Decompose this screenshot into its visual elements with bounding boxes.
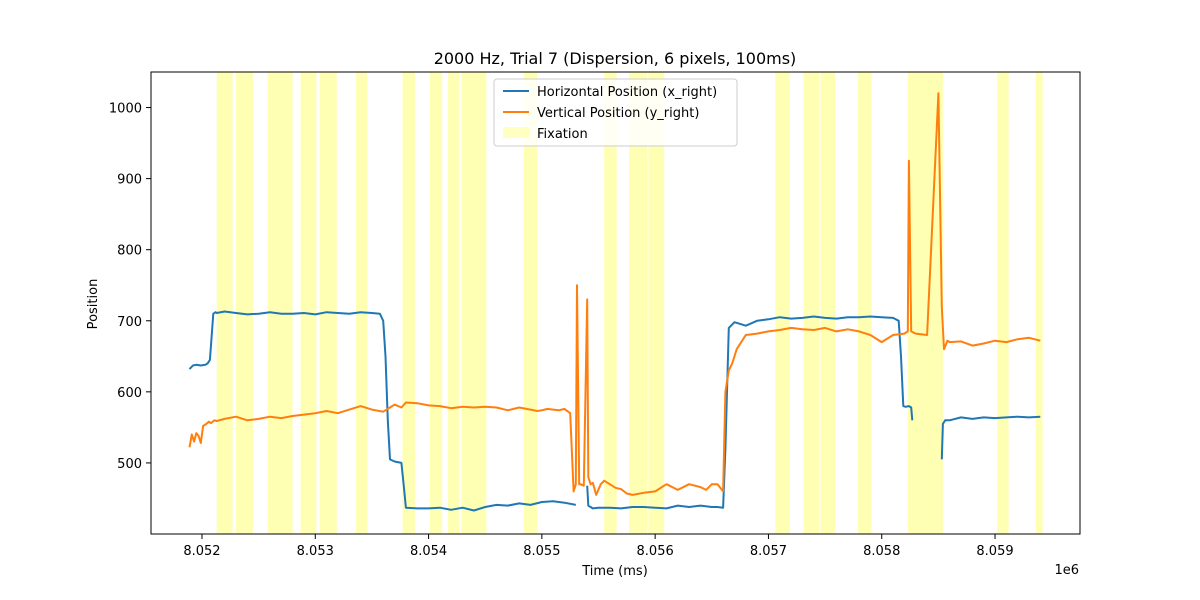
fixation-band [461,72,487,534]
fixation-band [857,72,872,534]
fixation-band [907,72,943,534]
y-tick-label: 1000 [109,102,142,117]
legend-box [493,78,738,147]
fixation-band [235,72,253,534]
fixation-band [300,72,317,534]
legend-swatch-fixation [503,127,529,138]
x-axis-ticks: 8.052 8.053 8.054 8.055 8.056 8.057 8.058 8.059 [183,534,1014,559]
fixation-band [820,72,836,534]
x-axis-label: Time (ms) [581,564,648,579]
fixation-band [1035,72,1043,534]
y-tick-label: 800 [117,244,142,259]
plot-frame [150,71,1081,535]
legend: Horizontal Position (x_right) Vertical P… [493,78,738,147]
x-tick-label: 8.056 [637,544,674,559]
y-axis-label: Position [86,279,101,330]
fixation-band [447,72,460,534]
fixation-band [216,72,233,534]
fixation-band [267,72,293,534]
fixation-band [523,72,538,534]
legend-label-fixation: Fixation [537,127,588,142]
y-tick-label: 900 [117,173,142,188]
fixation-band [356,72,368,534]
fixation-band [803,72,820,534]
y-axis-ticks: 500 600 700 800 900 1000 [109,102,151,472]
fixation-band [629,72,648,534]
series-lines [188,92,1041,512]
series-line-vertical [188,92,1041,496]
series-line-horizontal [188,310,1041,512]
x-tick-label: 8.055 [523,544,560,559]
chart-title: 2000 Hz, Trial 7 (Dispersion, 6 pixels, … [434,49,797,68]
fixation-band [775,72,790,534]
fixation-band [429,72,443,534]
x-tick-label: 8.054 [410,544,447,559]
x-tick-label: 8.058 [863,544,900,559]
y-tick-label: 700 [117,315,142,330]
fixation-band [319,72,337,534]
x-tick-label: 8.053 [297,544,334,559]
fixation-band [648,72,665,534]
legend-label-horizontal: Horizontal Position (x_right) [537,85,717,100]
fixation-band [604,72,617,534]
fixation-band [997,72,1009,534]
fixation-band [402,72,415,534]
x-tick-label: 8.057 [750,544,787,559]
x-tick-label: 8.052 [183,544,220,559]
y-tick-label: 500 [117,457,142,472]
fixation-bands [216,72,1043,534]
x-tick-label: 8.059 [976,544,1013,559]
x-axis-offset-label: 1e6 [1054,563,1079,578]
y-tick-label: 600 [117,386,142,401]
legend-label-vertical: Vertical Position (y_right) [537,106,699,121]
